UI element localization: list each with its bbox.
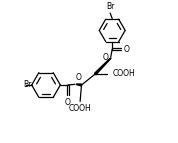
Text: O: O [123,45,129,54]
Text: O: O [65,98,71,107]
Text: Br: Br [106,2,114,11]
Text: COOH: COOH [112,69,135,78]
Text: O: O [103,53,108,62]
Text: COOH: COOH [69,104,91,113]
Polygon shape [77,84,82,86]
Text: Br: Br [23,81,31,90]
Polygon shape [95,58,111,75]
Text: O: O [76,73,82,82]
